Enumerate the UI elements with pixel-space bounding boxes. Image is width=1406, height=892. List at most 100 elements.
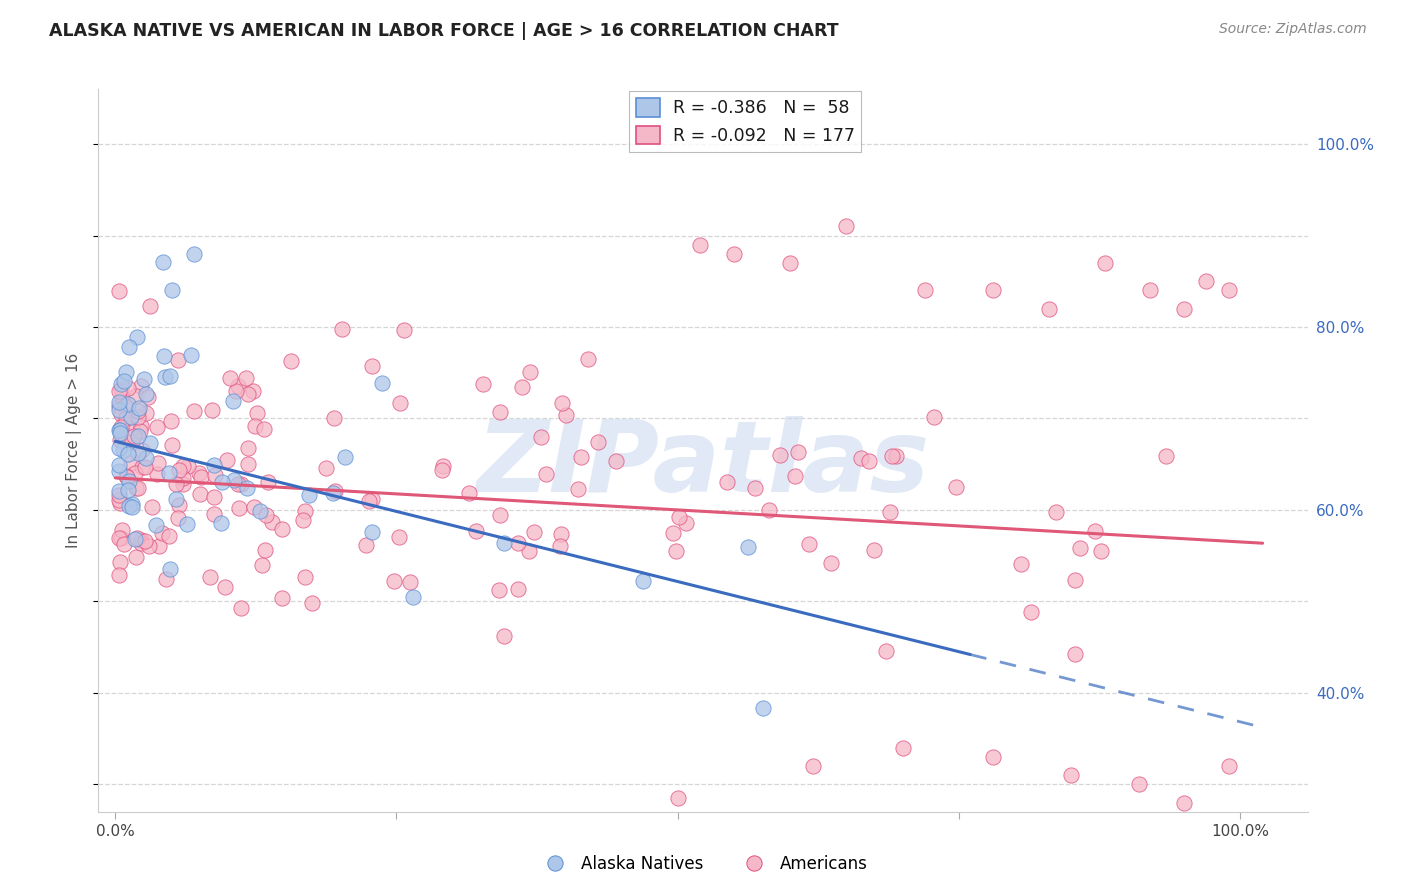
Point xyxy=(187,466,209,480)
Point xyxy=(159,369,181,384)
Point xyxy=(294,504,316,518)
Point xyxy=(1128,777,1150,791)
Point xyxy=(107,487,129,501)
Point xyxy=(260,515,283,529)
Point xyxy=(298,488,321,502)
Point xyxy=(118,474,141,488)
Point xyxy=(121,434,143,449)
Point xyxy=(835,219,858,234)
Point xyxy=(107,493,129,508)
Point xyxy=(254,508,277,522)
Point xyxy=(108,433,131,447)
Point xyxy=(1038,301,1060,316)
Point xyxy=(1045,505,1067,519)
Point xyxy=(124,466,146,480)
Point xyxy=(858,454,880,468)
Point xyxy=(124,532,146,546)
Point xyxy=(127,481,149,495)
Point xyxy=(1090,544,1112,558)
Point xyxy=(517,544,540,558)
Point xyxy=(631,574,654,588)
Point xyxy=(108,555,131,569)
Point xyxy=(155,573,177,587)
Point xyxy=(202,458,225,472)
Point xyxy=(662,526,685,541)
Point xyxy=(166,353,188,368)
Point xyxy=(222,394,245,409)
Point xyxy=(107,423,129,437)
Point xyxy=(146,467,169,481)
Point xyxy=(145,518,167,533)
Point xyxy=(253,422,276,436)
Point xyxy=(117,446,139,460)
Point xyxy=(569,450,592,464)
Point xyxy=(110,382,132,396)
Point xyxy=(851,451,873,466)
Point xyxy=(107,384,129,398)
Point xyxy=(226,379,249,393)
Point xyxy=(323,484,346,499)
Point xyxy=(165,491,187,506)
Point xyxy=(752,701,775,715)
Point xyxy=(1060,768,1083,782)
Point xyxy=(1218,284,1240,298)
Point xyxy=(107,531,129,545)
Point xyxy=(242,500,264,515)
Text: ZIPatlas: ZIPatlas xyxy=(477,417,929,514)
Point xyxy=(981,284,1004,298)
Point xyxy=(1019,605,1042,619)
Point xyxy=(117,429,139,443)
Point xyxy=(666,791,689,805)
Point xyxy=(166,511,188,525)
Point xyxy=(118,340,141,354)
Point xyxy=(665,544,688,558)
Point xyxy=(820,557,842,571)
Point xyxy=(668,509,690,524)
Point xyxy=(114,411,136,425)
Point xyxy=(361,359,384,373)
Point xyxy=(758,503,780,517)
Point xyxy=(110,407,132,421)
Point xyxy=(489,508,512,523)
Point xyxy=(125,330,148,344)
Point xyxy=(228,500,250,515)
Point xyxy=(1195,274,1218,288)
Point xyxy=(209,516,232,530)
Point xyxy=(180,348,202,362)
Point xyxy=(107,567,129,582)
Point xyxy=(530,429,553,443)
Point xyxy=(510,380,533,394)
Point xyxy=(242,384,264,398)
Point xyxy=(271,522,294,536)
Point xyxy=(111,443,134,458)
Point xyxy=(471,377,494,392)
Point xyxy=(121,421,143,435)
Point xyxy=(202,491,225,505)
Point xyxy=(294,570,316,584)
Point xyxy=(534,467,557,481)
Point xyxy=(389,396,412,410)
Point xyxy=(127,410,149,425)
Point xyxy=(110,523,132,537)
Point xyxy=(354,538,377,552)
Point xyxy=(114,429,136,443)
Point xyxy=(172,477,194,491)
Point xyxy=(508,582,530,597)
Point xyxy=(875,643,897,657)
Legend: R = -0.386   N =  58, R = -0.092   N = 177: R = -0.386 N = 58, R = -0.092 N = 177 xyxy=(628,91,862,152)
Point xyxy=(231,600,253,615)
Point xyxy=(188,486,211,500)
Point xyxy=(141,500,163,514)
Point xyxy=(236,387,259,401)
Point xyxy=(1173,796,1195,810)
Point xyxy=(125,482,148,496)
Point xyxy=(222,473,245,487)
Point xyxy=(117,470,139,484)
Point xyxy=(506,536,529,550)
Point xyxy=(236,481,259,495)
Point xyxy=(118,500,141,514)
Point xyxy=(914,284,936,298)
Point xyxy=(127,446,149,460)
Point xyxy=(689,237,711,252)
Point xyxy=(183,403,205,417)
